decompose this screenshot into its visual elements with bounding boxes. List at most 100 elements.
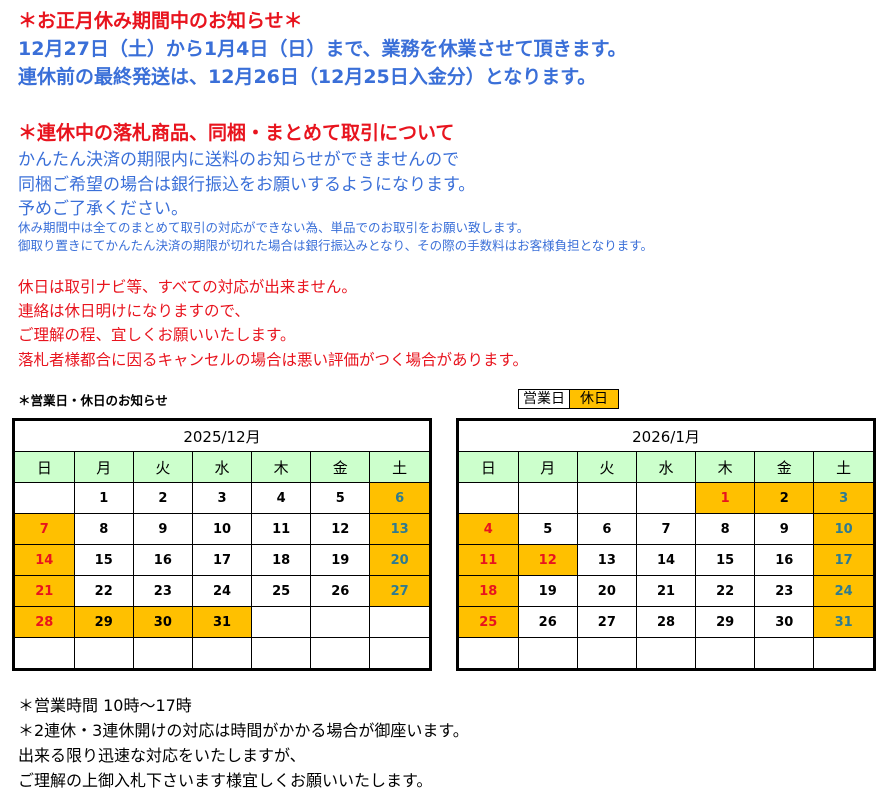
day-cell: 10 [191, 513, 253, 545]
empty-cell [459, 637, 519, 668]
day-cell: 1 [73, 482, 134, 514]
day-cell: 2 [754, 482, 815, 514]
calendar-january: 2026/1月日月火水木金土 1 2 3 4 5 6 7 8 9 10 11 12 13 14 15 16 17 1… [456, 418, 876, 671]
day-cell: 29 [73, 606, 134, 638]
calendar-title: 2026/1月 [459, 421, 873, 452]
legend: 営業日 休日 [518, 389, 619, 409]
day-cell: 31 [191, 606, 253, 638]
weekday-header: 月 [517, 451, 578, 483]
bundle-title: ＊連休中の落札商品、同梱・まとめて取引について [18, 122, 455, 144]
day-cell: 12 [517, 544, 578, 576]
day-cell: 9 [132, 513, 193, 545]
day-cell: 23 [754, 575, 815, 607]
day-cell: 8 [73, 513, 134, 545]
day-cell: 10 [813, 513, 873, 545]
day-cell: 4 [251, 482, 312, 514]
day-cell: 5 [310, 482, 371, 514]
empty-cell [310, 606, 371, 638]
day-cell: 23 [132, 575, 193, 607]
weekday-header: 日 [459, 451, 519, 483]
day-cell: 24 [813, 575, 873, 607]
day-cell: 17 [191, 544, 253, 576]
weekday-header: 日 [15, 451, 75, 483]
day-cell: 6 [369, 482, 429, 514]
day-cell: 9 [754, 513, 815, 545]
weekday-header: 火 [132, 451, 193, 483]
day-cell: 24 [191, 575, 253, 607]
day-cell: 20 [576, 575, 637, 607]
footer-text-2: 出来る限り迅速な対応をいたしますが、 [18, 746, 306, 765]
day-cell: 28 [15, 606, 75, 638]
empty-cell [635, 637, 697, 668]
bundle-text-4: 休み期間中は全てのまとめて取引の対応ができない為、単品でのお取引をお願い致します… [18, 220, 530, 235]
empty-cell [251, 606, 312, 638]
day-cell: 1 [695, 482, 756, 514]
day-cell: 25 [459, 606, 519, 638]
day-cell: 14 [635, 544, 697, 576]
empty-cell [517, 482, 578, 514]
empty-cell [251, 637, 312, 668]
empty-cell [73, 637, 134, 668]
day-cell: 4 [459, 513, 519, 545]
day-cell: 28 [635, 606, 697, 638]
empty-cell [459, 482, 519, 514]
holiday-text-3: ご理解の程、宜しくお願いいたします。 [18, 326, 296, 344]
day-cell: 30 [132, 606, 193, 638]
empty-cell [576, 482, 637, 514]
weekday-header: 水 [635, 451, 697, 483]
day-cell: 22 [73, 575, 134, 607]
empty-cell [310, 637, 371, 668]
day-cell: 26 [517, 606, 578, 638]
weekday-header: 月 [73, 451, 134, 483]
day-cell: 30 [754, 606, 815, 638]
day-cell: 25 [251, 575, 312, 607]
weekday-header: 金 [310, 451, 371, 483]
weekday-header: 土 [813, 451, 873, 483]
day-cell: 16 [132, 544, 193, 576]
weekday-header: 金 [754, 451, 815, 483]
calendar-december: 2025/12月日月火水木金土 1 2 3 4 5 6 7 8 9 10 11 12 13 14 15 16 17… [12, 418, 432, 671]
empty-cell [369, 606, 429, 638]
empty-cell [517, 637, 578, 668]
calendar-title: 2025/12月 [15, 421, 429, 452]
day-cell: 6 [576, 513, 637, 545]
empty-cell [132, 637, 193, 668]
day-cell: 13 [369, 513, 429, 545]
empty-cell [635, 482, 697, 514]
day-cell: 15 [73, 544, 134, 576]
day-cell: 20 [369, 544, 429, 576]
weekday-header: 水 [191, 451, 253, 483]
calendar-label: ＊営業日・休日のお知らせ [18, 393, 168, 408]
day-cell: 7 [15, 513, 75, 545]
day-cell: 26 [310, 575, 371, 607]
day-cell: 29 [695, 606, 756, 638]
day-cell: 21 [15, 575, 75, 607]
legend-business: 営業日 [519, 390, 570, 408]
day-cell: 31 [813, 606, 873, 638]
day-cell: 8 [695, 513, 756, 545]
weekday-header: 土 [369, 451, 429, 483]
holiday-text-2: 連絡は休日明けになりますので、 [18, 302, 250, 320]
footer-hours: ＊営業時間 10時～17時 [18, 696, 192, 715]
day-cell: 2 [132, 482, 193, 514]
empty-cell [369, 637, 429, 668]
day-cell: 5 [517, 513, 578, 545]
footer-text-3: ご理解の上御入札下さいます様宜しくお願いいたします。 [18, 771, 433, 790]
bundle-text-2: 同梱ご希望の場合は銀行振込をお願いするようになります。 [18, 175, 476, 195]
day-cell: 16 [754, 544, 815, 576]
day-cell: 11 [459, 544, 519, 576]
day-cell: 22 [695, 575, 756, 607]
day-cell: 14 [15, 544, 75, 576]
notice-title: ＊お正月休み期間中のお知らせ＊ [18, 10, 303, 32]
weekday-header: 火 [576, 451, 637, 483]
notice-last-shipping: 連休前の最終発送は、12月26日（12月25日入金分）となります。 [18, 66, 597, 88]
empty-cell [15, 637, 75, 668]
day-cell: 12 [310, 513, 371, 545]
day-cell: 18 [459, 575, 519, 607]
weekday-header: 木 [251, 451, 312, 483]
holiday-text-1: 休日は取引ナビ等、すべての対応が出来ません。 [18, 278, 357, 296]
bundle-text-3: 予めご了承ください。 [18, 199, 188, 219]
day-cell: 27 [576, 606, 637, 638]
weekday-header: 木 [695, 451, 756, 483]
bundle-text-1: かんたん決済の期限内に送料のお知らせができませんので [18, 150, 460, 170]
